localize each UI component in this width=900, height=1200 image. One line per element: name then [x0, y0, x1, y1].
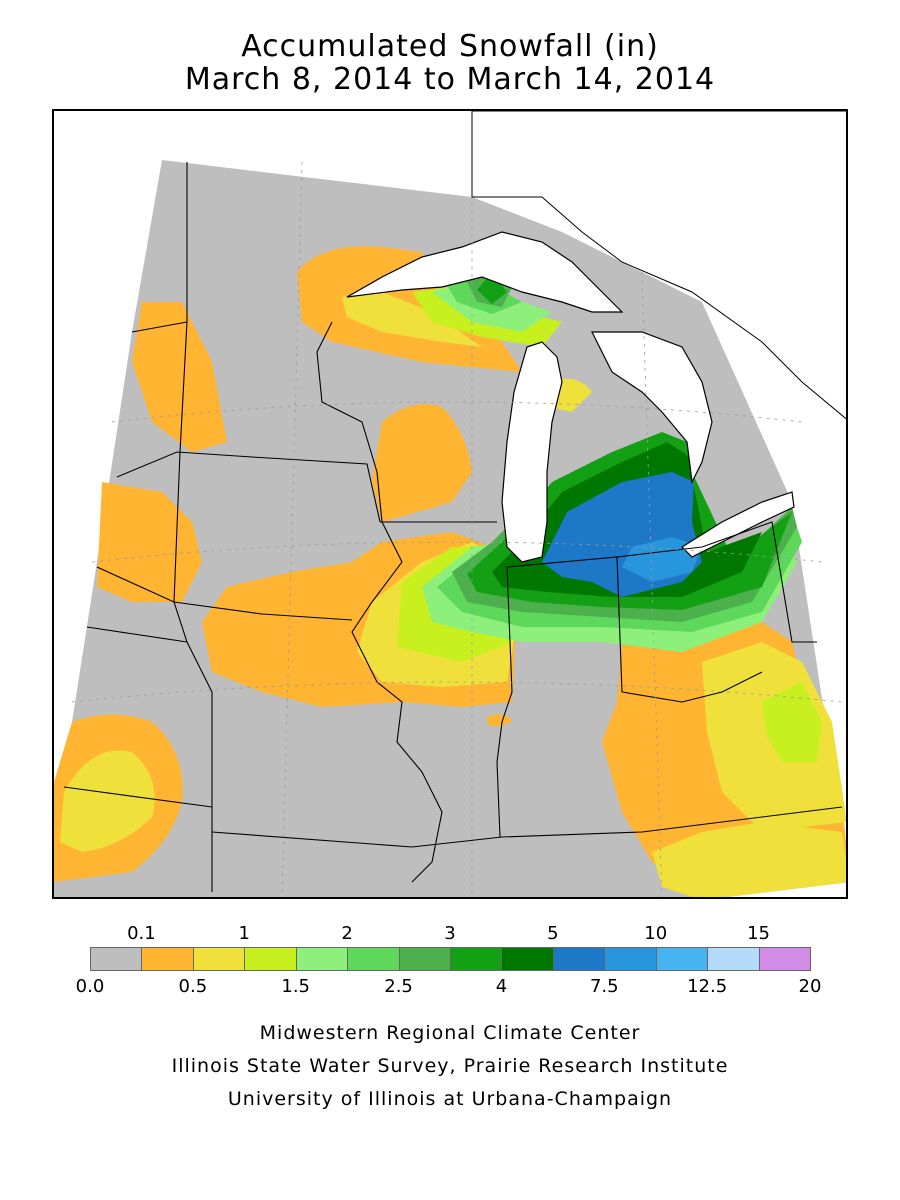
legend-label-top: 0.1 — [127, 923, 156, 944]
credit-isws: Illinois State Water Survey, Prairie Res… — [171, 1055, 729, 1077]
legend-swatch — [141, 947, 194, 971]
legend-swatch — [604, 947, 657, 971]
legend-swatch — [398, 947, 451, 971]
graticule — [71, 161, 843, 897]
legend-label-top: 3 — [444, 923, 456, 944]
lake-huron — [591, 331, 713, 485]
legend-label-top: 2 — [341, 923, 353, 944]
legend-label-bottom: 0.0 — [75, 976, 105, 997]
legend-label-top: 1 — [238, 923, 251, 944]
legend-label-top: 10 — [644, 923, 668, 944]
legend-swatch — [244, 947, 297, 971]
legend-label-bottom: 1.5 — [281, 976, 311, 997]
legend-swatch — [192, 947, 246, 971]
lake-erie — [681, 491, 795, 558]
great-lakes-water — [346, 231, 795, 563]
legend-label-top: 5 — [547, 923, 559, 944]
canada-land — [471, 111, 846, 420]
legend-label-bottom: 4 — [495, 976, 508, 997]
legend-label-bottom: 7.5 — [589, 976, 619, 997]
legend-swatch — [90, 947, 143, 971]
map-subtitle-dates: March 8, 2014 to March 14, 2014 — [184, 62, 716, 97]
snowfall-map — [52, 109, 848, 899]
lake-superior — [346, 231, 624, 313]
legend-label-bottom: 0.5 — [178, 976, 208, 997]
credit-mrcc: Midwestern Regional Climate Center — [259, 1022, 641, 1044]
state-boundaries — [63, 162, 843, 892]
map-canvas — [54, 111, 846, 897]
legend-swatch — [501, 947, 554, 971]
lake-michigan — [501, 341, 563, 563]
map-title: Accumulated Snowfall (in) — [241, 29, 659, 64]
legend-label-bottom: 12.5 — [687, 976, 728, 997]
legend-swatch — [347, 947, 400, 971]
snow-band-7.5-10 — [622, 537, 702, 582]
legend-swatch — [450, 947, 503, 971]
legend-swatch — [295, 947, 349, 971]
legend-swatch — [552, 947, 606, 971]
legend-swatch — [707, 947, 760, 971]
legend-swatch — [655, 947, 709, 971]
credit-uiuc: University of Illinois at Urbana-Champai… — [227, 1088, 673, 1110]
legend-swatch — [758, 947, 811, 971]
legend-label-top: 15 — [747, 923, 771, 944]
legend-label-bottom: 20 — [798, 976, 822, 997]
legend-label-bottom: 2.5 — [384, 976, 413, 997]
